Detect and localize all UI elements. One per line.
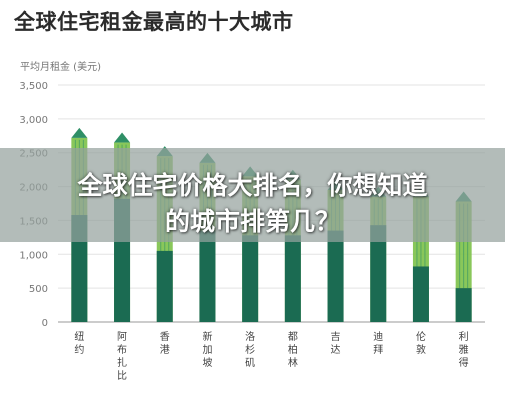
x-tick-label: 阿布扎比 bbox=[117, 331, 127, 382]
bar-spire bbox=[114, 132, 131, 143]
x-tick-labels: 纽约 阿布扎比 香港 新加坡 洛杉矶 都柏林 吉达 迪拜 伦敦 利雅得 bbox=[74, 330, 468, 382]
chart-title: 全球住宅租金最高的十大城市 bbox=[14, 10, 294, 34]
bar-base bbox=[455, 288, 472, 322]
bar-base bbox=[242, 235, 259, 322]
bar-base bbox=[284, 235, 301, 322]
bar-spire bbox=[71, 127, 88, 138]
headline-line-1: 全球住宅价格大排名，你想知道 bbox=[77, 171, 428, 200]
x-tick-label: 迪拜 bbox=[373, 331, 383, 356]
x-tick-label: 香港 bbox=[160, 331, 170, 356]
x-tick-label: 利雅得 bbox=[459, 331, 469, 369]
bar-base bbox=[199, 230, 216, 322]
x-tick-label: 纽约 bbox=[74, 330, 84, 356]
x-tick-label: 都柏林 bbox=[288, 331, 298, 369]
x-tick-label: 洛杉矶 bbox=[245, 330, 255, 369]
x-tick-label: 伦敦 bbox=[416, 330, 426, 356]
headline-banner: 全球住宅价格大排名，你想知道 的城市排第几？ bbox=[0, 148, 505, 242]
headline-line-2: 的城市排第几？ bbox=[164, 207, 340, 236]
y-tick-label: 3,500 bbox=[19, 81, 48, 92]
bar-base bbox=[327, 230, 344, 322]
x-tick-label: 新加坡 bbox=[202, 330, 212, 369]
y-tick-label: 0 bbox=[42, 318, 48, 329]
y-tick-label: 500 bbox=[29, 284, 48, 295]
y-tick-label: 1,000 bbox=[19, 250, 48, 261]
y-tick-label: 3,000 bbox=[19, 115, 48, 126]
bar-base bbox=[412, 266, 429, 322]
bar-base bbox=[156, 250, 173, 322]
bar-base bbox=[370, 225, 387, 322]
x-tick-label: 吉达 bbox=[331, 331, 341, 356]
y-axis-label: 平均月租金 (美元) bbox=[20, 62, 101, 73]
